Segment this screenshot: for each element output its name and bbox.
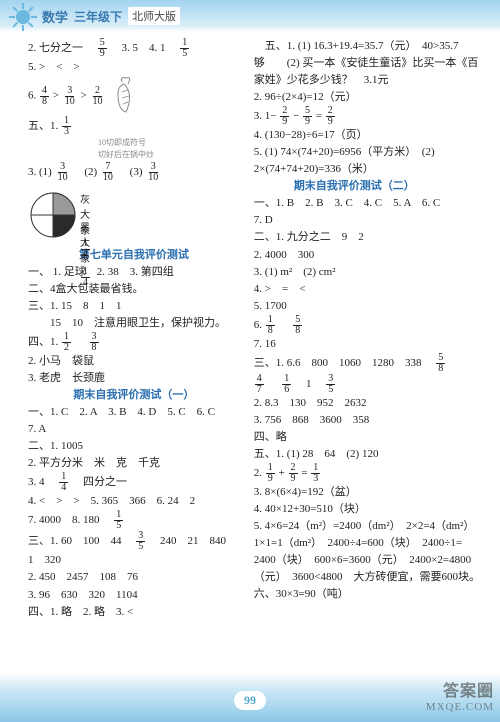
- text-line: 6. 18 58: [254, 315, 480, 336]
- text-line: 7. 4000 8. 180 15: [28, 510, 240, 531]
- text-line: 四、略: [254, 429, 480, 446]
- text-line: 一、 1. 足球 2. 38 3. 第四组: [28, 264, 240, 281]
- text-line: 5. 1700: [254, 298, 480, 315]
- section-heading: 期末自我评价测试（一）: [28, 387, 240, 404]
- section-heading: 第七单元自我评价测试: [28, 247, 240, 264]
- text-line: 15 10 注意用眼卫生，保护视力。: [28, 315, 240, 332]
- text-line: 五、1. (1) 16.3+19.4=35.7（元） 40>35.7: [254, 38, 480, 55]
- page-number: 99: [234, 691, 266, 710]
- text-line: 够 (2) 买一本《安徒生童话》比买一本《百: [254, 55, 480, 72]
- text-line: 六、30×3=90（吨）: [254, 586, 480, 603]
- text-line: 3. 4 14 四分之一: [28, 472, 240, 493]
- text-line: 5. (1) 74×(74+20)=6956（平方米） (2): [254, 144, 480, 161]
- pie-black-label: 黑大象14: [80, 221, 91, 289]
- text-line: 2400（块） 600×6=3600（元） 2400×2=4800: [254, 552, 480, 569]
- text-line: 4. (130−28)÷6=17（页）: [254, 127, 480, 144]
- text-line: 2. 96÷(2×4)=12（元）: [254, 89, 480, 106]
- text-line: 7. A: [28, 421, 240, 438]
- text-line: 三、1. 60 100 44 35 240 21 840: [28, 531, 240, 552]
- text-line: 4. > = <: [254, 281, 480, 298]
- text-line: 2. 8.3 130 952 2632: [254, 395, 480, 412]
- text-line: 四、1. 略 2. 略 3. <: [28, 604, 240, 621]
- text-line: 2. 小马 袋鼠: [28, 353, 240, 370]
- subject-title: 数学: [42, 7, 68, 26]
- publisher-label: 北师大版: [128, 7, 180, 25]
- text-line: 一、1. B 2. B 3. C 4. C 5. A 6. C: [254, 195, 480, 212]
- text-line: 一、1. C 2. A 3. B 4. D 5. C 6. C: [28, 404, 240, 421]
- text-line: 2. 七分之一 59 3. 5 4. 1 15: [28, 38, 240, 59]
- text-line: 6. 48 > 310 > 210: [28, 76, 240, 116]
- pie-chart: 灰大象14 黑大象14: [28, 185, 88, 245]
- content-area: 2. 七分之一 59 3. 5 4. 1 15 5. > < > 6. 48 >…: [0, 32, 500, 621]
- text-line: 1×1=1（dm²） 2400÷4=600（块） 2400÷1=: [254, 535, 480, 552]
- text-line: 2×(74+74+20)=336（米）: [254, 161, 480, 178]
- text-line: 五、1. (1) 28 64 (2) 120: [254, 446, 480, 463]
- text-line: 三、1. 15 8 1 1: [28, 298, 240, 315]
- text-line: 5. > < >: [28, 59, 240, 76]
- text-line: 2. 450 2457 108 76: [28, 569, 240, 586]
- text-line: 3. 老虎 长颈鹿: [28, 370, 240, 387]
- text-line: 二、1. 1005: [28, 438, 240, 455]
- text-line: 2. 平方分米 米 克 千克: [28, 455, 240, 472]
- text-line: 二、1. 九分之二 9 2: [254, 229, 480, 246]
- text-line: 3. 1− 29 − 59 = 29: [254, 106, 480, 127]
- left-column: 2. 七分之一 59 3. 5 4. 1 15 5. > < > 6. 48 >…: [28, 38, 240, 621]
- text-line: 47 16 1 35: [254, 374, 480, 395]
- text-line: 3. 756 868 3600 358: [254, 412, 480, 429]
- right-column: 五、1. (1) 16.3+19.4=35.7（元） 40>35.7 够 (2)…: [254, 38, 480, 621]
- text-line: 3. 8×(6×4)=192（盆）: [254, 484, 480, 501]
- caption: 切好后在锅中炒: [98, 149, 240, 161]
- text-line: 4. 40×12+30=510（块）: [254, 501, 480, 518]
- text-line: 四、1. 12 38: [28, 332, 240, 353]
- text-line: 2. 19 + 29 = 13: [254, 463, 480, 484]
- text-line: 7. 16: [254, 336, 480, 353]
- text-line: 三、1. 6.6 800 1060 1280 338 58: [254, 353, 480, 374]
- page-header: 数学 三年级下 北师大版: [0, 0, 500, 32]
- section-heading: 期末自我评价测试（二）: [254, 178, 480, 195]
- caption: 10切即成符号: [98, 137, 240, 149]
- text-line: （元） 3600<4800 大方砖便宜，需要600块。: [254, 569, 480, 586]
- text-line: 5. 4×6=24（m²）=2400（dm²） 2×2=4（dm²）: [254, 518, 480, 535]
- text-line: 家姓》少花多少钱？ 3.1元: [254, 72, 480, 89]
- text-line: 7. D: [254, 212, 480, 229]
- sun-icon: [10, 4, 36, 30]
- grade-label: 三年级下: [74, 8, 122, 25]
- carrot-icon: [108, 76, 140, 116]
- text-line: 3. (1) m² (2) cm²: [254, 264, 480, 281]
- text-line: 3. (1) 310 (2) 710 (3) 310: [28, 162, 240, 183]
- watermark: 答案圈 MXQE.COM: [426, 682, 494, 714]
- text-line: 二、4盒大包装最省钱。: [28, 281, 240, 298]
- text-line: 3. 96 630 320 1104: [28, 587, 240, 604]
- text-line: 2. 4000 300: [254, 247, 480, 264]
- text-line: 五、1. 13: [28, 116, 240, 137]
- text-line: 1 320: [28, 552, 240, 569]
- text-line: 4. < > > 5. 365 366 6. 24 2: [28, 493, 240, 510]
